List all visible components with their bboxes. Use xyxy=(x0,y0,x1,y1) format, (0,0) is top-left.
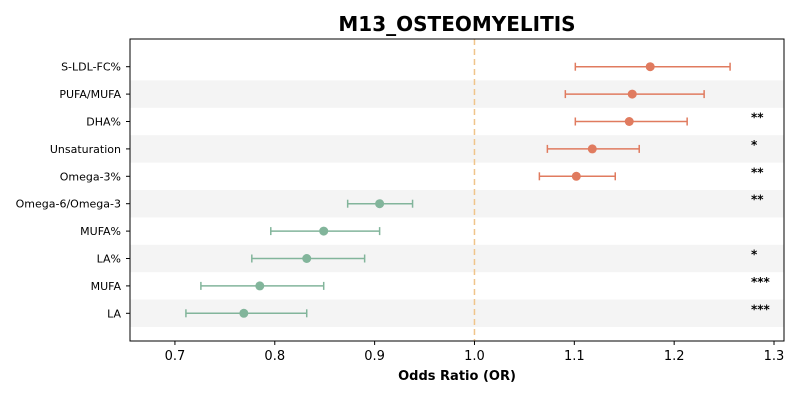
point-estimate xyxy=(587,144,597,154)
label-layer: S-LDL-FC% PUFA/MUFA DHA% ** Unsaturation * Ome… xyxy=(16,61,785,364)
category-label: MUFA xyxy=(91,280,122,293)
x-tick-label: 0.8 xyxy=(264,349,285,364)
significance-label: * xyxy=(751,248,758,262)
point-estimate xyxy=(239,308,249,318)
significance-label: ** xyxy=(751,193,764,207)
x-tick-label: 1.3 xyxy=(764,349,785,364)
category-label: DHA% xyxy=(86,116,121,129)
x-tick-label: 0.7 xyxy=(165,349,186,364)
point-estimate xyxy=(627,89,637,99)
x-tick-label: 1.0 xyxy=(464,349,485,364)
x-tick-label: 1.2 xyxy=(664,349,685,364)
category-label: LA xyxy=(107,307,121,320)
x-tick-label: 0.9 xyxy=(364,349,385,364)
row-shade xyxy=(130,244,784,273)
point-estimate xyxy=(571,171,581,181)
plot-frame xyxy=(129,38,785,342)
significance-label: ** xyxy=(751,111,764,125)
category-label: Omega-3% xyxy=(60,170,121,183)
point-estimate xyxy=(645,62,655,72)
point-estimate xyxy=(319,226,329,236)
category-label: MUFA% xyxy=(80,225,121,238)
significance-label: *** xyxy=(751,302,771,316)
point-estimate xyxy=(375,199,385,209)
row-shade xyxy=(130,135,784,163)
axes-layer xyxy=(126,38,785,345)
significance-label: ** xyxy=(751,165,764,179)
category-label: PUFA/MUFA xyxy=(59,88,121,101)
point-estimate xyxy=(255,281,265,291)
category-label: Omega-6/Omega-3 xyxy=(16,198,121,211)
significance-label: * xyxy=(751,138,758,152)
category-label: S-LDL-FC% xyxy=(61,61,121,74)
significance-label: *** xyxy=(751,275,771,289)
row-shading-layer xyxy=(130,80,784,327)
x-tick-label: 1.1 xyxy=(564,349,585,364)
category-label: Unsaturation xyxy=(50,143,121,156)
chart-title: M13_OSTEOMYELITIS xyxy=(338,12,575,36)
row-shade xyxy=(130,190,784,218)
category-label: LA% xyxy=(97,253,121,266)
point-estimate xyxy=(302,254,312,263)
point-estimate-layer xyxy=(239,62,655,318)
point-estimate xyxy=(624,117,634,126)
x-axis-label: Odds Ratio (OR) xyxy=(398,369,516,384)
